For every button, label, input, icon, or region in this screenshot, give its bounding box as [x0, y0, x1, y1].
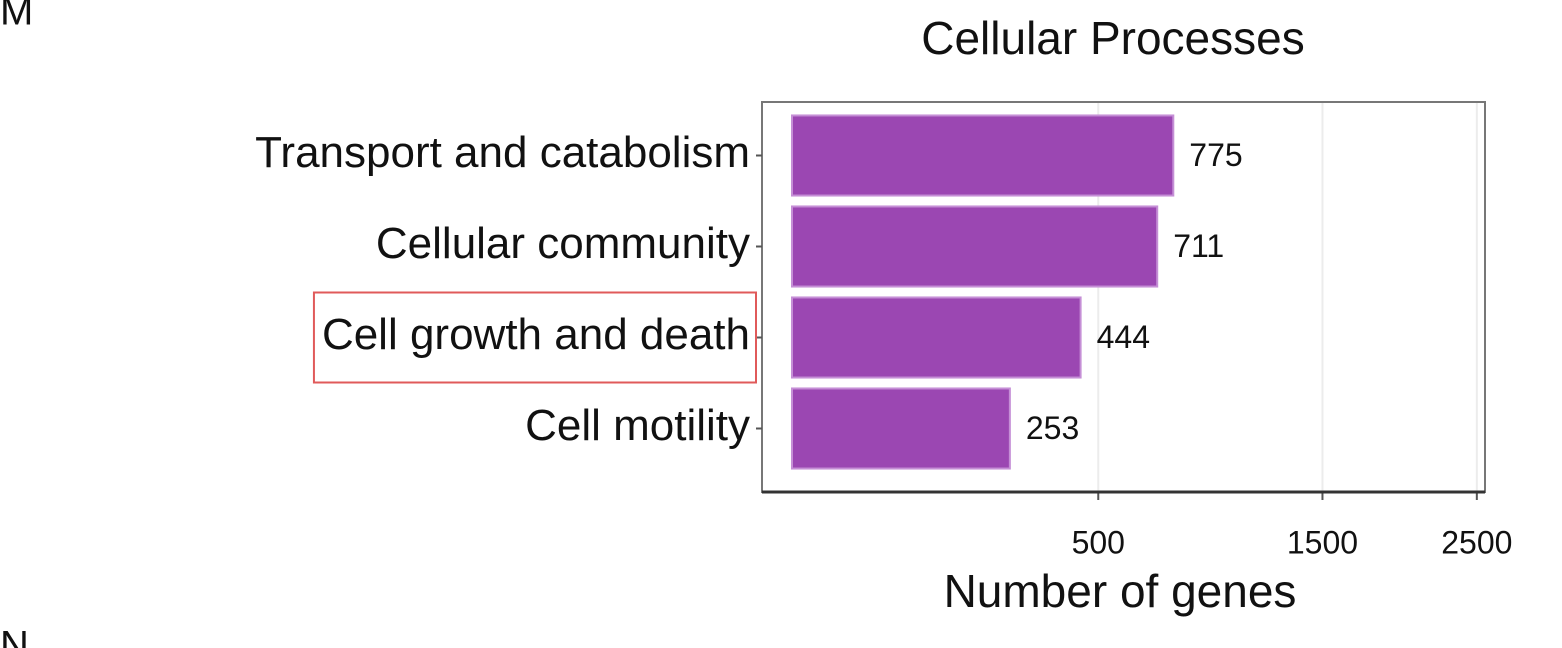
- value-label: 253: [1026, 410, 1079, 446]
- bar: [791, 205, 1159, 288]
- panel-label: N: [0, 624, 29, 648]
- highlight-box: [312, 291, 757, 384]
- x-tick-label: 2500: [1441, 524, 1512, 560]
- bar: [791, 387, 1011, 470]
- panel-label: M: [0, 0, 33, 34]
- x-axis-label: Number of genes: [944, 565, 1297, 617]
- y-tick-label: Cellular community: [376, 219, 750, 268]
- y-tick-label: Transport and catabolism: [255, 128, 750, 177]
- y-tick-label: Cell growth and death: [322, 310, 750, 359]
- y-tick-label: Cell motility: [525, 401, 750, 450]
- bar: [791, 296, 1082, 379]
- bar: [791, 114, 1175, 197]
- x-tick-label: 1500: [1287, 524, 1358, 560]
- value-label: 711: [1173, 228, 1224, 264]
- chart-title: Cellular Processes: [921, 12, 1304, 64]
- value-label: 775: [1189, 137, 1242, 173]
- value-label: 444: [1097, 319, 1150, 355]
- x-tick-label: 500: [1072, 524, 1125, 560]
